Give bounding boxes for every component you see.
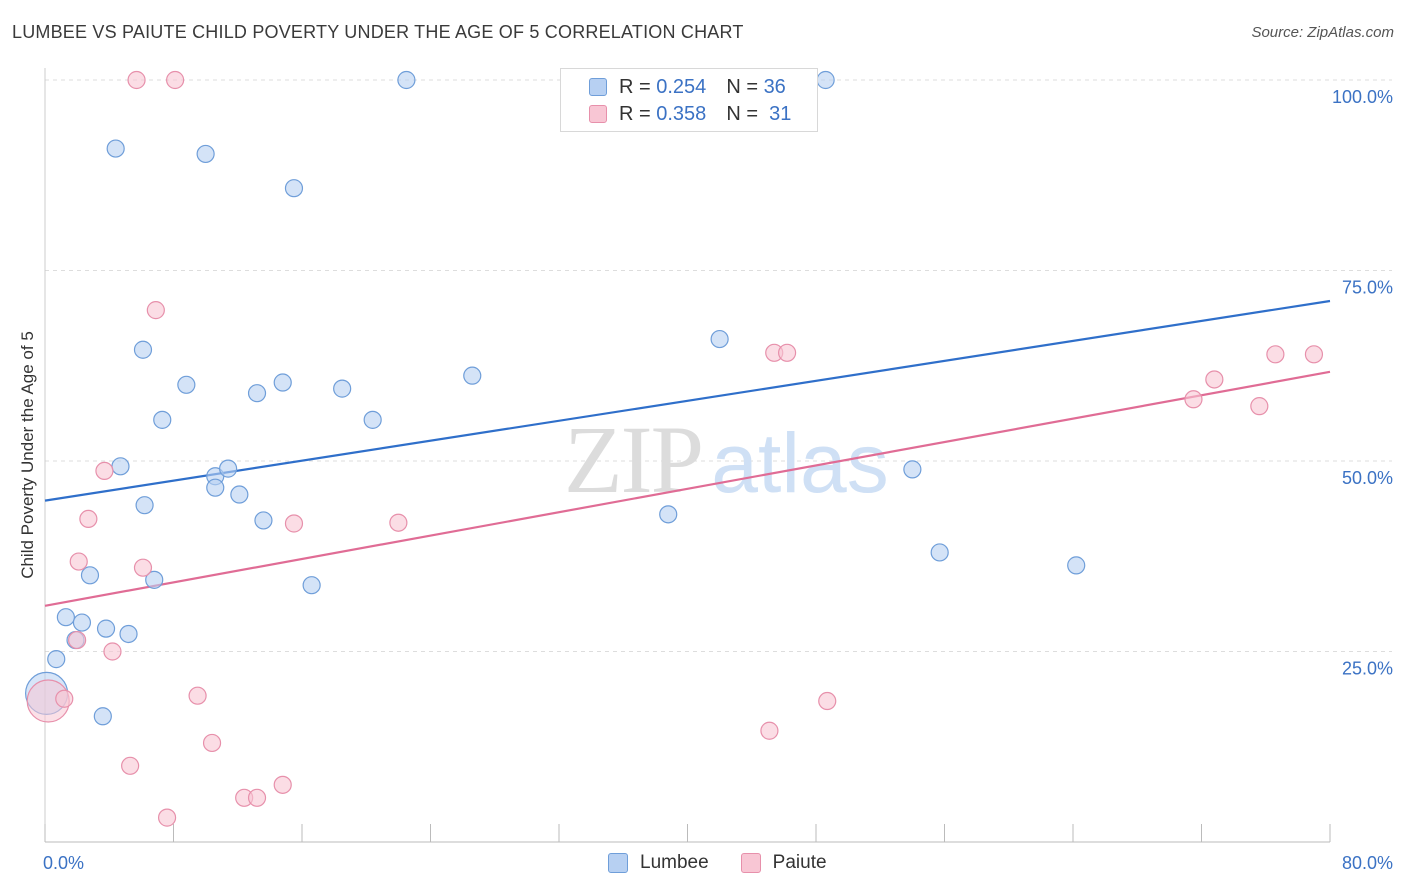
paiute-point (273, 775, 292, 794)
lumbee-point (106, 139, 125, 158)
lumbee-point (111, 457, 130, 476)
paiute-point (166, 70, 185, 90)
lumbee-legend-label: Lumbee (640, 852, 709, 873)
y-axis-label: Child Poverty Under the Age of 5 (18, 331, 37, 579)
paiute-point (127, 70, 146, 90)
paiute-point (1250, 397, 1269, 416)
watermark-atlas: atlas (711, 416, 888, 510)
paiute-point (69, 552, 88, 571)
lumbee-point (463, 366, 482, 385)
lumbee-point (247, 384, 267, 403)
paiute-point (55, 689, 74, 708)
legend-n-label: N = (726, 102, 758, 125)
legend: R = 0.254 N = 36 R = 0.358 N = 31 (560, 68, 818, 132)
lumbee-point (273, 373, 292, 392)
legend-row-paiute: R = 0.358 N = 31 (589, 101, 791, 127)
lumbee-point (56, 608, 75, 627)
paiute-point (1266, 345, 1285, 364)
paiute-point (68, 630, 87, 650)
lumbee-swatch (589, 78, 607, 96)
lumbee-point (219, 459, 238, 478)
lumbee-point (80, 566, 100, 585)
y-tick-label: 100.0% (1332, 87, 1393, 107)
lumbee-point (930, 543, 949, 562)
trend-lines (44, 299, 1331, 607)
y-tick-label: 75.0% (1342, 278, 1393, 298)
paiute-point (1304, 345, 1324, 364)
lumbee-point (145, 570, 164, 589)
gridlines (45, 79, 1392, 652)
lumbee-point (133, 340, 153, 359)
paiute-point (121, 756, 140, 775)
paiute-point (247, 788, 267, 807)
legend-r-value: 0.254 (656, 75, 707, 98)
lumbee-point (93, 707, 112, 726)
y-tick-label: 50.0% (1342, 468, 1393, 488)
paiute-point (103, 642, 122, 661)
lumbee-point (47, 650, 66, 669)
lumbee-point (196, 144, 215, 164)
lumbee-legend-swatch (608, 853, 628, 873)
paiute-point (146, 301, 165, 320)
series-legend-lumbee: Lumbee (608, 852, 709, 874)
watermark: ZIP atlas (564, 406, 889, 513)
paiute-point (79, 509, 98, 529)
x-tick-label: 80.0% (1342, 853, 1393, 873)
x-tick-label: 0.0% (43, 853, 84, 873)
legend-r-value: 0.358 (656, 102, 707, 125)
paiute-point (1184, 390, 1203, 409)
lumbee-point (903, 460, 922, 479)
paiute-point (1205, 370, 1224, 389)
lumbee-trend-line (44, 299, 1331, 502)
lumbee-point (119, 624, 138, 644)
series-legend: Lumbee Paiute (608, 852, 859, 874)
lumbee-point (816, 70, 835, 90)
lumbee-point (397, 70, 416, 90)
paiute-point (188, 686, 207, 705)
paiute-legend-label: Paiute (772, 852, 827, 873)
paiute-point (760, 721, 779, 740)
lumbee-point (177, 375, 196, 394)
data-points (25, 70, 1324, 827)
watermark-zip: ZIP (564, 406, 702, 513)
legend-n-value: 36 (763, 75, 786, 98)
paiute-trend-line (44, 370, 1331, 607)
paiute-point (133, 558, 153, 577)
paiute-point (389, 513, 408, 532)
lumbee-point (230, 485, 249, 504)
lumbee-point (659, 505, 678, 524)
y-tick-label: 25.0% (1342, 659, 1393, 679)
paiute-point (202, 733, 222, 753)
legend-row-lumbee: R = 0.254 N = 36 (589, 74, 786, 100)
series-legend-paiute: Paiute (740, 852, 827, 874)
lumbee-point (153, 410, 172, 429)
legend-r-label: R = (619, 75, 651, 98)
lumbee-point (333, 379, 352, 398)
paiute-point (284, 514, 304, 533)
lumbee-point (96, 619, 116, 638)
lumbee-point (363, 410, 382, 429)
lumbee-point (302, 576, 321, 595)
lumbee-point (284, 179, 304, 198)
lumbee-point (72, 613, 92, 632)
paiute-swatch (589, 105, 607, 123)
lumbee-point (254, 511, 273, 530)
paiute-point (157, 808, 177, 827)
paiute-point (818, 691, 837, 711)
lumbee-point (1067, 556, 1086, 575)
source-label: Source: ZipAtlas.com (1251, 24, 1394, 41)
legend-r-label: R = (619, 102, 651, 125)
legend-n-value: 31 (769, 102, 792, 125)
tick-labels: 25.0% 50.0% 75.0% 100.0% 0.0% 80.0% (43, 87, 1393, 873)
paiute-point (95, 461, 114, 481)
lumbee-point (135, 496, 154, 515)
lumbee-point (710, 329, 729, 349)
legend-n-label: N = (726, 75, 758, 98)
paiute-legend-swatch (740, 853, 761, 873)
lumbee-point (206, 478, 225, 497)
chart-title: LUMBEE VS PAIUTE CHILD POVERTY UNDER THE… (12, 22, 744, 42)
paiute-point (777, 343, 797, 362)
